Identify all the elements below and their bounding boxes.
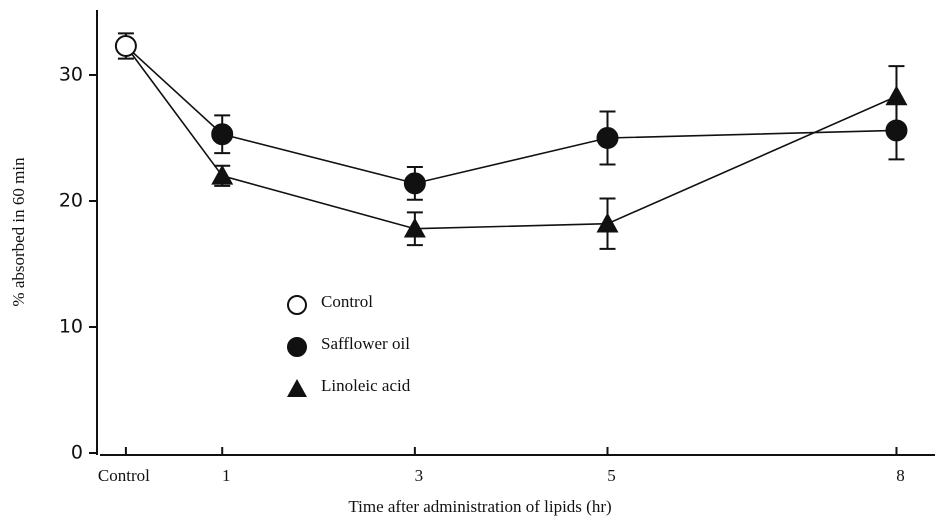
y-tick-label: 10 [59,316,83,338]
data-point [885,85,908,106]
y-axis-label: % absorbed in 60 min [9,157,28,307]
legend-label: Safflower oil [321,334,410,353]
data-point [211,123,234,146]
data-point [211,164,234,185]
legend-marker [287,379,307,397]
data-point [596,212,619,233]
legend-marker [287,295,307,315]
x-tick-label: 8 [896,466,905,485]
x-tick-label: 5 [607,466,616,485]
data-point [403,172,426,195]
x-tick-label: Control [98,466,150,485]
legend-label: Control [321,292,373,311]
y-tick-label: 20 [59,190,83,212]
connector-line [125,45,223,135]
series-line [222,129,897,185]
data-point [403,217,426,238]
legend-label: Linoleic acid [321,376,411,395]
legend-marker [287,337,307,357]
y-tick-label: 30 [59,64,83,86]
y-tick-label: 0 [71,442,83,464]
connector-line [125,45,223,177]
data-point [596,127,619,149]
x-axis-label: Time after administration of lipids (hr) [348,497,611,516]
x-tick-label: 3 [415,466,424,485]
x-tick-label: 1 [222,466,231,485]
series-line [222,95,897,230]
data-point [114,35,137,58]
